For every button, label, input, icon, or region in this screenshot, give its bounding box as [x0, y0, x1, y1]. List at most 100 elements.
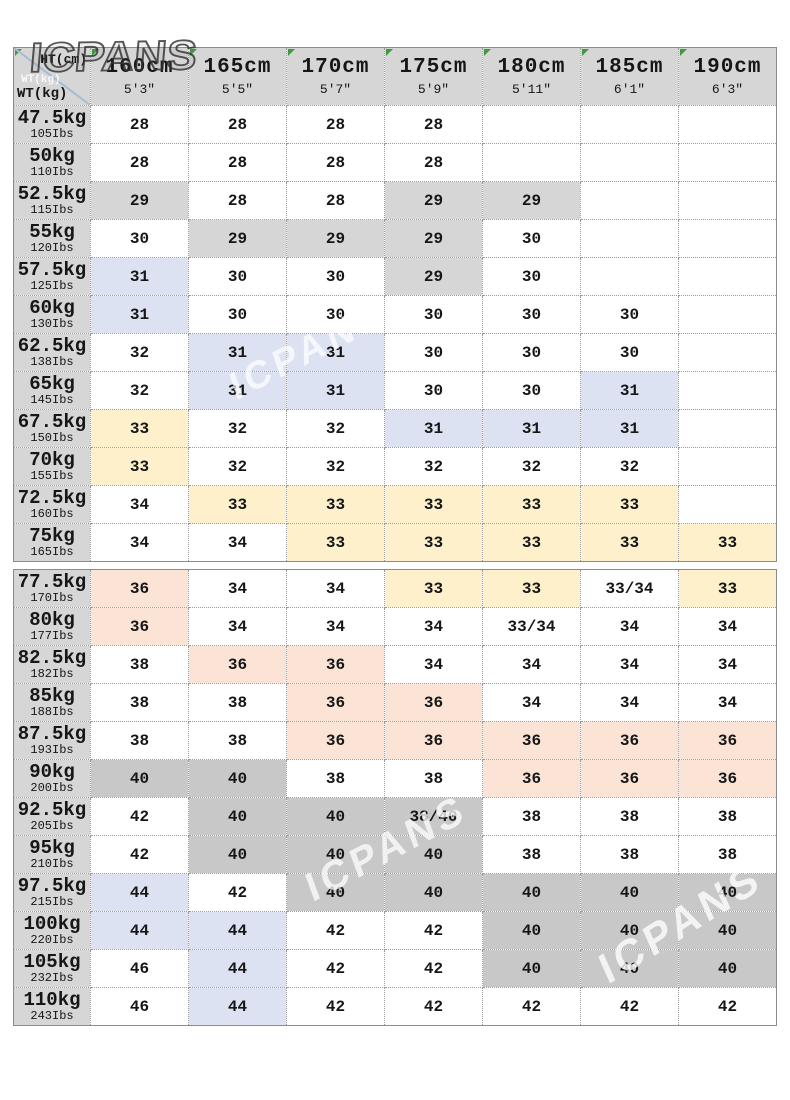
height-column-header: 160cm 5'3"	[90, 47, 189, 106]
weight-kg-label: 47.5kg	[17, 107, 87, 129]
size-cell: 30	[286, 295, 385, 334]
size-cell: 32	[482, 447, 581, 486]
size-cell: 28	[384, 143, 483, 182]
size-cell: 44	[188, 987, 287, 1026]
error-indicator-triangle-icon	[680, 49, 687, 56]
weight-row-header: 50kg 110Ibs	[13, 143, 91, 182]
size-cell: 34	[188, 569, 287, 608]
weight-row-header: 72.5kg 160Ibs	[13, 485, 91, 524]
size-cell: 29	[384, 181, 483, 220]
weight-row-header: 97.5kg 215Ibs	[13, 873, 91, 912]
weight-row-header: 70kg 155Ibs	[13, 447, 91, 486]
size-cell	[678, 181, 777, 220]
corner-cell: HT(cm) WT(kg) WT(kg)	[13, 47, 91, 106]
size-cell	[678, 143, 777, 182]
size-cell: 29	[188, 219, 287, 258]
size-cell: 44	[188, 911, 287, 950]
size-cell: 28	[286, 181, 385, 220]
size-cell: 34	[482, 683, 581, 722]
size-cell: 33	[482, 485, 581, 524]
weight-row-header: 100kg 220Ibs	[13, 911, 91, 950]
size-cell: 40	[384, 835, 483, 874]
size-cell: 36	[286, 683, 385, 722]
height-ft-label: 5'9"	[417, 82, 450, 97]
size-cell: 44	[188, 949, 287, 988]
size-cell: 38	[90, 721, 189, 760]
size-cell: 40	[678, 949, 777, 988]
size-cell: 30	[482, 333, 581, 372]
height-cm-label: 170cm	[301, 56, 370, 79]
table-row: 92.5kg 205Ibs 42 40 40 38/40 38 38 38	[13, 797, 777, 836]
size-cell: 40	[482, 873, 581, 912]
weight-row-header: 62.5kg 138Ibs	[13, 333, 91, 372]
weight-kg-label: 90kg	[29, 761, 75, 783]
size-cell	[678, 485, 777, 524]
size-cell: 36	[384, 683, 483, 722]
size-cell: 42	[580, 987, 679, 1026]
size-cell: 42	[286, 949, 385, 988]
size-cell: 40	[678, 873, 777, 912]
table-row: 80kg 177Ibs 36 34 34 34 33/34 34 34	[13, 607, 777, 646]
size-cell: 40	[580, 949, 679, 988]
size-cell: 28	[90, 143, 189, 182]
size-cell: 31	[482, 409, 581, 448]
size-cell: 28	[188, 105, 287, 144]
height-column-header: 185cm 6'1"	[580, 47, 679, 106]
size-cell: 28	[90, 105, 189, 144]
weight-row-header: 95kg 210Ibs	[13, 835, 91, 874]
size-cell: 38	[580, 835, 679, 874]
size-cell: 38	[482, 797, 581, 836]
weight-kg-label: 57.5kg	[17, 259, 87, 281]
size-cell: 38	[678, 797, 777, 836]
size-cell: 33	[384, 569, 483, 608]
size-cell: 36	[482, 721, 581, 760]
weight-lbs-label: 193Ibs	[30, 743, 74, 757]
size-cell	[678, 371, 777, 410]
size-cell: 32	[90, 333, 189, 372]
weight-axis-label: WT(kg)	[17, 86, 68, 102]
size-cell	[482, 143, 581, 182]
size-cell	[678, 105, 777, 144]
size-cell: 33	[678, 523, 777, 562]
size-cell: 29	[482, 181, 581, 220]
weight-kg-label: 105kg	[23, 951, 81, 973]
size-cell: 33	[580, 485, 679, 524]
table-row: 97.5kg 215Ibs 44 42 40 40 40 40 40	[13, 873, 777, 912]
size-cell: 30	[482, 295, 581, 334]
weight-lbs-label: 120Ibs	[30, 241, 74, 255]
weight-row-header: 60kg 130Ibs	[13, 295, 91, 334]
size-cell: 31	[90, 257, 189, 296]
weight-lbs-label: 125Ibs	[30, 279, 74, 293]
size-cell: 34	[286, 569, 385, 608]
size-cell	[678, 219, 777, 258]
size-cell: 31	[188, 371, 287, 410]
table-row: 47.5kg 105Ibs 28 28 28 28	[13, 105, 777, 144]
size-cell: 42	[90, 835, 189, 874]
table-row: 110kg 243Ibs 46 44 42 42 42 42 42	[13, 987, 777, 1026]
weight-row-header: 90kg 200Ibs	[13, 759, 91, 798]
table-row: 70kg 155Ibs 33 32 32 32 32 32	[13, 447, 777, 486]
weight-row-header: 77.5kg 170Ibs	[13, 569, 91, 608]
weight-kg-label: 50kg	[29, 145, 75, 167]
size-cell: 31	[188, 333, 287, 372]
size-cell: 38	[384, 759, 483, 798]
size-cell: 32	[188, 447, 287, 486]
size-cell: 31	[384, 409, 483, 448]
weight-lbs-label: 110Ibs	[30, 165, 74, 179]
size-cell: 40	[482, 949, 581, 988]
height-column-header: 170cm 5'7"	[286, 47, 385, 106]
height-column-header: 165cm 5'5"	[188, 47, 287, 106]
size-cell: 28	[384, 105, 483, 144]
size-cell: 40	[580, 911, 679, 950]
size-cell	[482, 105, 581, 144]
size-cell: 30	[384, 295, 483, 334]
header-row: HT(cm) WT(kg) WT(kg) 160cm 5'3" 165cm 5'5" 170c…	[13, 47, 777, 106]
height-column-header: 175cm 5'9"	[384, 47, 483, 106]
height-ft-label: 6'3"	[711, 82, 744, 97]
size-cell: 33	[188, 485, 287, 524]
size-cell: 30	[482, 219, 581, 258]
weight-lbs-label: 145Ibs	[30, 393, 74, 407]
size-cell: 34	[188, 523, 287, 562]
weight-lbs-label: 150Ibs	[30, 431, 74, 445]
size-cell: 34	[90, 523, 189, 562]
